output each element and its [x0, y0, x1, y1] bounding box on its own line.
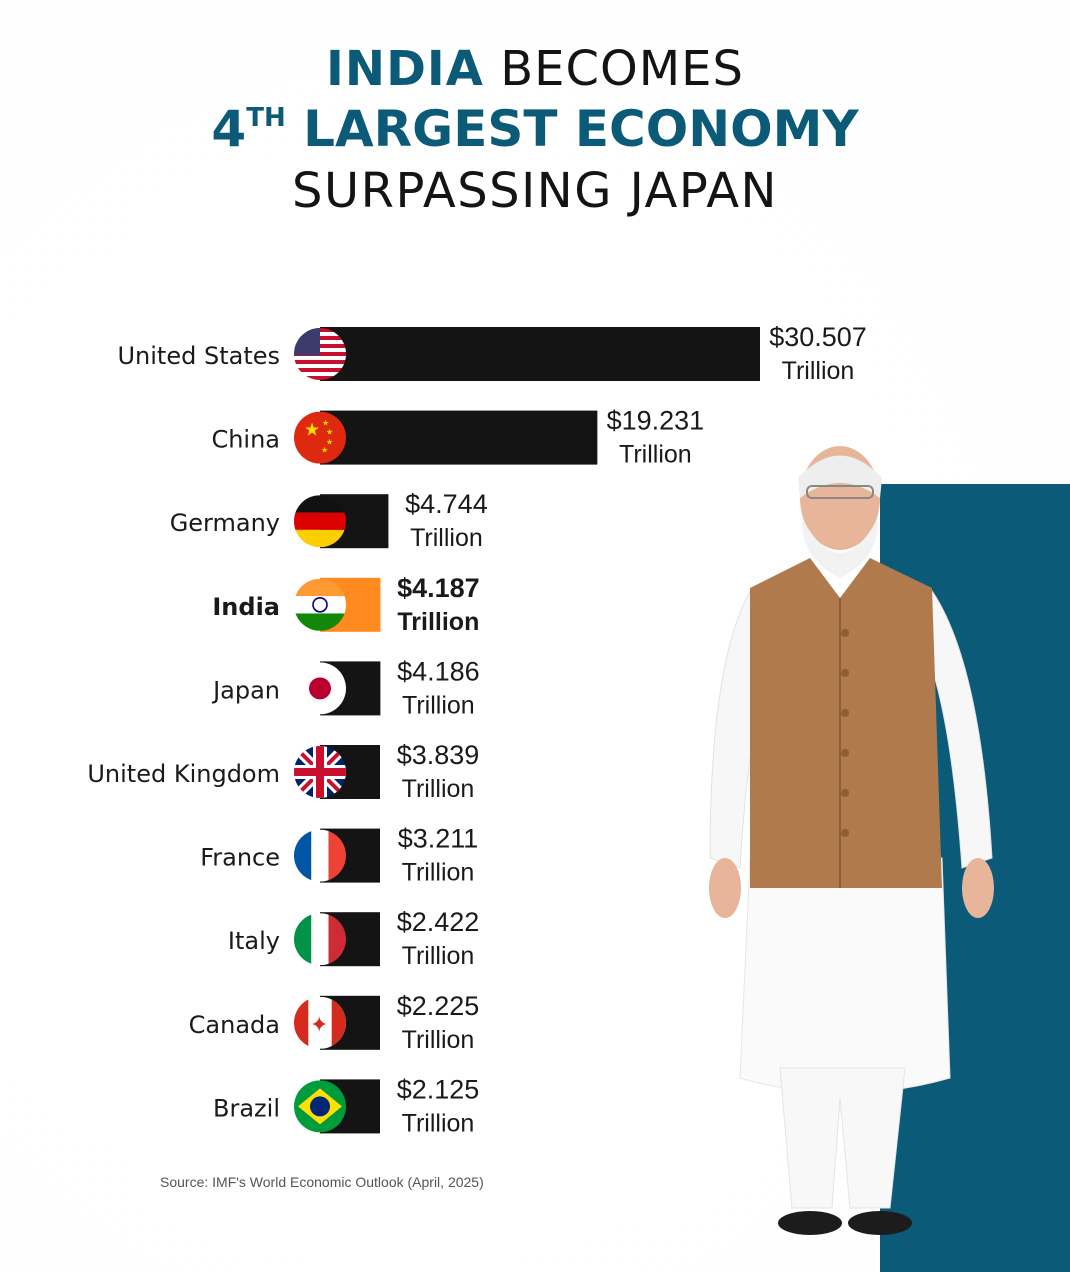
value-label: $4.187 — [397, 573, 480, 603]
unit-label: Trillion — [782, 357, 855, 385]
svg-text:★: ★ — [322, 419, 329, 428]
bar-united-states — [320, 327, 760, 381]
svg-text:★: ★ — [321, 446, 328, 455]
title-largest-economy: LARGEST ECONOMY — [303, 100, 859, 158]
italy-flag-icon — [294, 913, 346, 966]
unit-label: Trillion — [410, 524, 483, 552]
value-label: $2.125 — [397, 1074, 480, 1104]
japan-flag-icon — [294, 662, 346, 715]
title-becomes: BECOMES — [500, 41, 744, 97]
category-label: China — [211, 426, 280, 454]
svg-text:★: ★ — [326, 428, 333, 437]
category-label: India — [212, 593, 280, 621]
value-label: $3.839 — [397, 740, 480, 770]
value-label: $4.744 — [405, 489, 488, 519]
title-rank: 4 — [211, 100, 247, 158]
svg-text:★: ★ — [326, 438, 333, 447]
category-label: Brazil — [213, 1094, 280, 1122]
category-label: Italy — [228, 927, 280, 955]
value-label: $2.422 — [397, 907, 480, 937]
unit-label: Trillion — [397, 608, 479, 636]
france-flag-icon — [294, 829, 346, 882]
value-label: $4.186 — [397, 656, 480, 686]
unit-label: Trillion — [402, 859, 475, 887]
page-title: INDIA BECOMES 4TH LARGEST ECONOMY SURPAS… — [0, 40, 1070, 222]
value-label: $19.231 — [607, 406, 705, 436]
category-label: Japan — [211, 676, 280, 704]
category-label: United Kingdom — [87, 760, 280, 788]
value-label: $3.211 — [398, 824, 479, 854]
india-flag-icon — [294, 578, 346, 631]
unit-label: Trillion — [402, 1026, 475, 1054]
category-label: Germany — [170, 509, 280, 537]
unit-label: Trillion — [402, 942, 475, 970]
unit-label: Trillion — [619, 441, 692, 469]
germany-flag-icon — [294, 495, 346, 548]
brazil-flag-icon — [294, 1080, 346, 1133]
category-label: Canada — [189, 1011, 280, 1039]
person-illustration — [709, 446, 994, 1235]
svg-text:✦: ✦ — [310, 1013, 328, 1038]
bar-china — [320, 410, 598, 465]
unit-label: Trillion — [402, 691, 475, 719]
title-india: INDIA — [326, 41, 484, 97]
china-flag-icon: ★ ★★★★ — [294, 411, 346, 464]
unit-label: Trillion — [402, 1109, 475, 1137]
canada-flag-icon: ✦ — [294, 996, 346, 1049]
us-flag-icon — [294, 328, 346, 380]
value-label: $30.507 — [769, 322, 867, 352]
value-label: $2.225 — [397, 991, 480, 1021]
uk-flag-icon — [294, 746, 346, 798]
category-label: United States — [117, 342, 280, 370]
unit-label: Trillion — [402, 775, 475, 803]
title-surpassing: SURPASSING JAPAN — [292, 163, 778, 219]
source-note: Source: IMF's World Economic Outlook (Ap… — [160, 1174, 484, 1190]
title-rank-suffix: TH — [246, 103, 286, 133]
category-label: France — [200, 844, 280, 872]
svg-text:★: ★ — [304, 420, 320, 441]
